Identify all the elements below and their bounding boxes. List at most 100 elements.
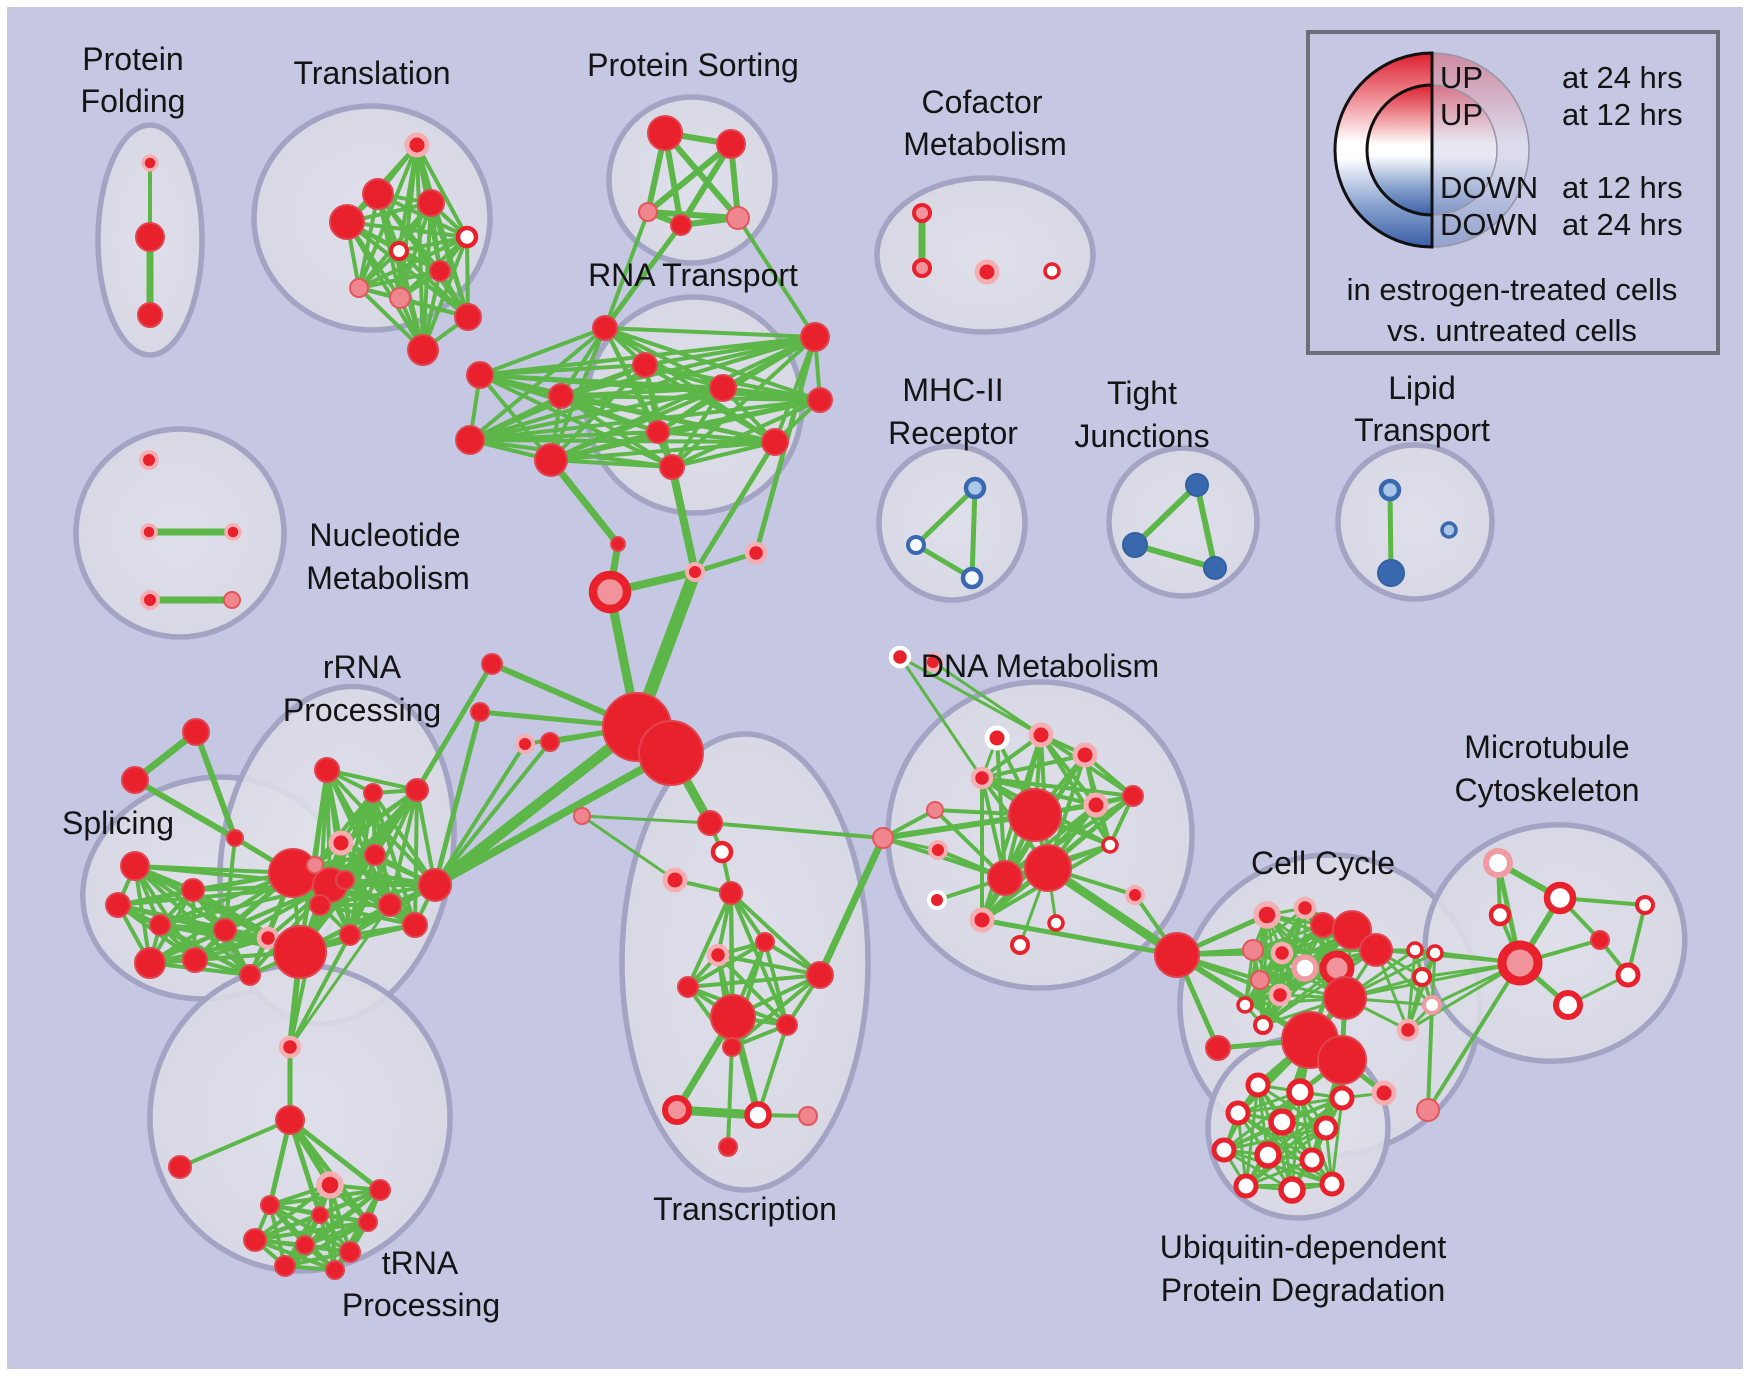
node-e16	[1317, 1035, 1367, 1085]
legend-footer-line1: in estrogen-treated cells	[1347, 272, 1678, 307]
node-d7	[1122, 785, 1144, 807]
node-g2	[1412, 967, 1432, 987]
node-d3	[1072, 742, 1098, 768]
edge-x6-x8	[716, 953, 822, 977]
node-e8	[1291, 954, 1319, 982]
edge-x1-i5	[580, 814, 712, 825]
node-rr10	[309, 894, 331, 916]
node-ub2	[1286, 1078, 1314, 1106]
node-ps2	[716, 129, 746, 159]
node-d10	[987, 860, 1023, 896]
edge-tr3-tr11	[345, 220, 425, 352]
node-g3	[1422, 995, 1442, 1015]
node-e6	[1242, 939, 1264, 961]
node-x12	[662, 1095, 692, 1125]
node-f5	[1426, 944, 1444, 962]
node-e1	[1253, 901, 1281, 929]
edge-tn11-tn12	[283, 1250, 352, 1268]
node-g1	[1406, 941, 1424, 959]
node-x1	[697, 810, 723, 836]
legend-up24-time: at 24 hrs	[1562, 60, 1683, 95]
node-tn8	[358, 1212, 378, 1232]
edge-tj1-tj2	[1132, 482, 1200, 548]
node-d12	[1101, 836, 1119, 854]
node-e2	[1293, 896, 1317, 920]
node-nu5	[223, 591, 241, 609]
node-ps5	[726, 206, 750, 230]
node-x3	[662, 867, 688, 893]
edge-x5-x10	[763, 940, 789, 1027]
node-nu2	[140, 523, 158, 541]
node-rr1	[314, 757, 340, 783]
node-rtq	[744, 541, 768, 565]
edge-rr10-rr11	[318, 903, 417, 927]
node-f9	[1615, 962, 1641, 988]
node-sp6	[181, 878, 205, 902]
node-rt4	[466, 361, 494, 389]
node-d16	[1125, 885, 1145, 905]
edge-rt2-rt6	[559, 335, 817, 398]
edge-rt8-rt11	[549, 430, 660, 462]
node-tn2	[275, 1105, 305, 1135]
edge-rr8-i2	[432, 709, 483, 888]
node-tn12	[274, 1255, 296, 1277]
node-cc1	[1205, 1035, 1231, 1061]
edge-rr8-i4	[433, 740, 552, 887]
node-rt8	[646, 420, 670, 444]
edge-sp1-sp3	[193, 729, 238, 841]
node-g4	[1396, 1018, 1420, 1042]
node-ub9	[1299, 1147, 1325, 1173]
node-cf4	[1043, 262, 1061, 280]
node-sp12	[134, 947, 166, 979]
edge-ps2-ps4	[678, 141, 734, 228]
edge-x4-x8	[729, 891, 822, 977]
node-d5	[926, 801, 944, 819]
node-d17	[1047, 914, 1065, 932]
edge-rr1-rr3	[325, 768, 419, 792]
node-h2	[638, 720, 704, 786]
node-pr1	[1371, 1080, 1397, 1106]
node-rr7	[335, 870, 355, 890]
cluster-label-splicing-line1: Splicing	[62, 805, 174, 841]
node-tn6	[260, 1195, 280, 1215]
node-d11	[928, 840, 948, 860]
node-pf3	[137, 302, 163, 328]
node-e14	[1253, 1015, 1273, 1035]
edge-rr8-i3	[433, 742, 527, 887]
node-sp10	[213, 918, 237, 942]
node-x10	[776, 1014, 798, 1036]
cluster-label-rna-transport-line1: RNA Transport	[588, 257, 798, 293]
edge-rr8-h2	[431, 749, 675, 889]
node-ub5	[1268, 1108, 1296, 1136]
node-sp8	[105, 892, 131, 918]
edge-pr2-g3	[1426, 1003, 1434, 1112]
cluster-label-cofactor-metabolism-line1: Cofactor	[922, 84, 1043, 120]
edge-tr6-tr8	[357, 235, 469, 290]
edge-f4-pr2	[1426, 961, 1522, 1112]
node-tr6	[455, 225, 479, 249]
edge-rr3-rr11	[413, 788, 419, 927]
node-pf2	[135, 222, 165, 252]
node-x5	[755, 932, 775, 952]
cluster-label-lipid-transport-line2: Transport	[1354, 412, 1490, 448]
node-tr9	[389, 287, 411, 309]
node-cc0	[1154, 932, 1200, 978]
edge-ps5-rt2	[736, 216, 817, 339]
legend-down24-dir: DOWN	[1440, 207, 1538, 242]
cluster-label-dna-metabolism-line1: DNA Metabolism	[921, 648, 1159, 684]
node-ub7	[1211, 1137, 1237, 1163]
edge-d1-d10	[995, 736, 1007, 880]
node-f7	[1635, 895, 1655, 915]
legend-dial-inner-left	[1365, 83, 1434, 217]
node-lp2	[1377, 559, 1405, 587]
edge-sp2-sp3	[132, 777, 238, 841]
node-rr11	[402, 912, 428, 938]
node-rr4	[328, 830, 354, 856]
node-tj1	[1185, 473, 1209, 497]
node-nu1	[139, 450, 159, 470]
cluster-label-protein-folding-line2: Folding	[81, 83, 186, 119]
edge-ps3-rt1	[603, 210, 650, 330]
cluster-labels: Protein Folding Translation Protein Sorting…	[62, 41, 1640, 1323]
node-e10	[1250, 970, 1270, 990]
